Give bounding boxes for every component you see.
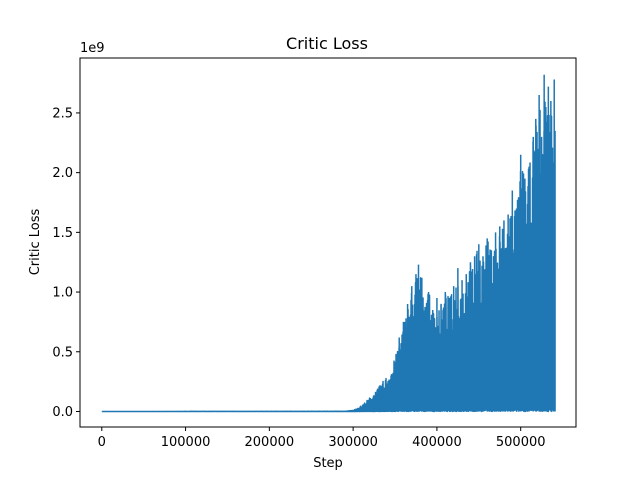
plot-frame — [79, 57, 577, 428]
critic-loss-series-line — [101, 74, 556, 413]
x-tick-label: 400000 — [412, 435, 462, 450]
y-tick-label: 2.0 — [52, 166, 73, 181]
x-tick-label: 100000 — [161, 435, 211, 450]
x-tick-label: 300000 — [328, 435, 378, 450]
x-axis-label: Step — [313, 456, 343, 471]
y-tick-label: 2.5 — [52, 106, 73, 121]
y-tick-label: 0.5 — [52, 345, 73, 360]
x-tick-label: 200000 — [245, 435, 295, 450]
y-axis: 0.0 0.5 1.0 1.5 2.0 2.5 — [52, 106, 80, 420]
plot-area — [101, 74, 556, 413]
x-tick-label: 0 — [98, 435, 106, 450]
y-offset-label: 1e9 — [80, 41, 105, 56]
x-tick-label: 500000 — [496, 435, 546, 450]
y-tick-label: 0.0 — [52, 405, 73, 420]
x-axis: 0 100000 200000 300000 400000 500000 — [98, 427, 546, 450]
y-tick-label: 1.0 — [52, 286, 73, 301]
y-tick-label: 1.5 — [52, 226, 73, 241]
y-axis-label: Critic Loss — [28, 209, 43, 276]
chart-title: Critic Loss — [286, 34, 368, 53]
